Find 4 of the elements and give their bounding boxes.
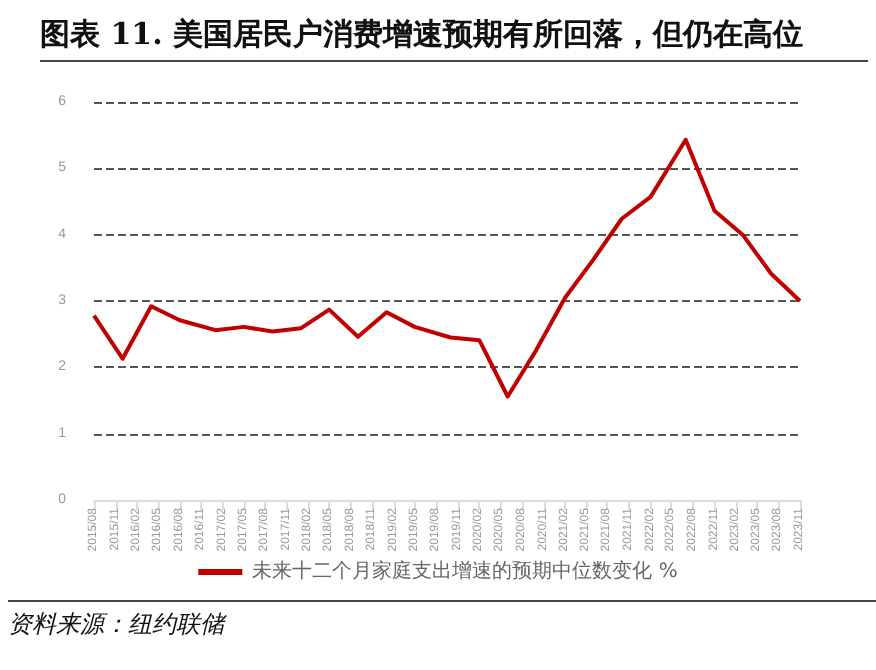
chart-title: 图表 11. 美国居民户消费增速预期有所回落，但仍在高位 [40, 16, 868, 62]
text: 资料来源：纽约联储 [8, 600, 876, 642]
line-series [92, 137, 802, 399]
legend-label: 未来十二个月家庭支出增速的预期中位数变化 % [252, 559, 678, 583]
